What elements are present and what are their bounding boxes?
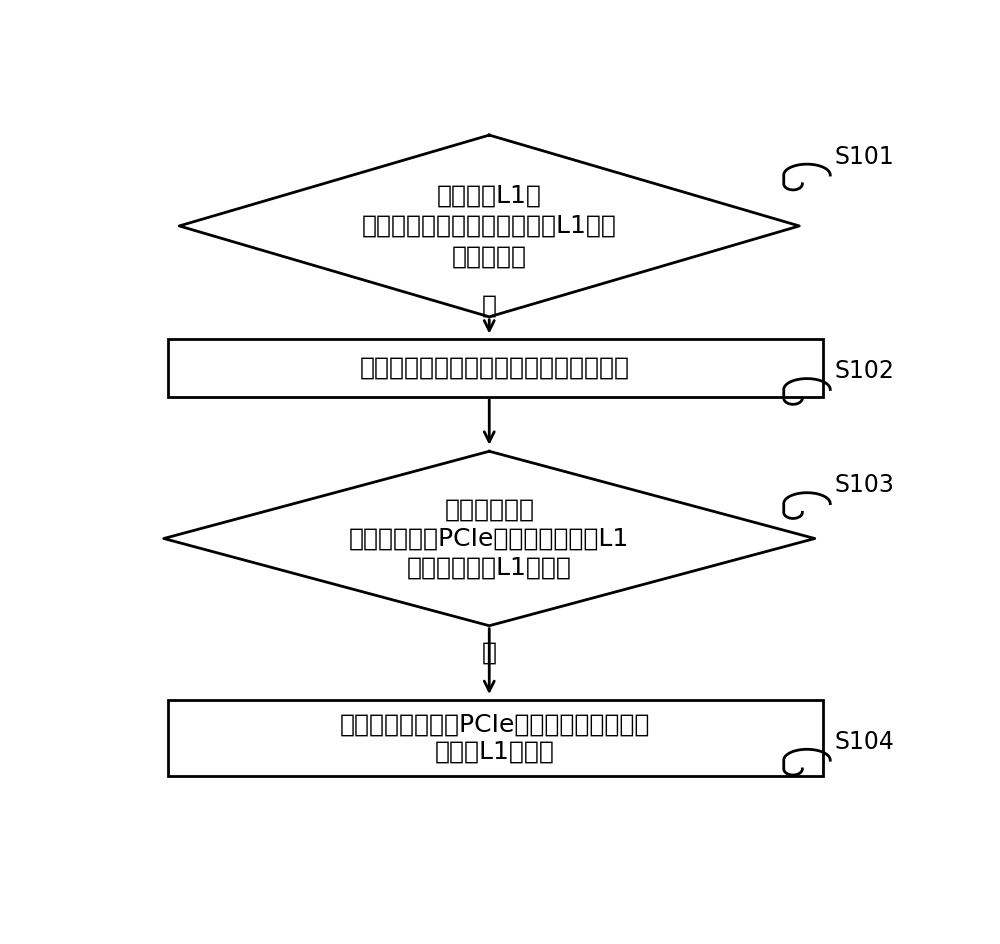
Text: S101: S101 <box>834 144 894 169</box>
Text: 在进入到L1状: 在进入到L1状 <box>437 183 542 208</box>
Text: 是: 是 <box>482 294 497 318</box>
Text: 报时后，判断PCIe设备是否仍处于L1: 报时后，判断PCIe设备是否仍处于L1 <box>349 527 629 550</box>
Text: 将参考时钟切换为PCIe设备的内部时钟，以: 将参考时钟切换为PCIe设备的内部时钟，以 <box>340 712 650 736</box>
Text: S102: S102 <box>834 360 894 383</box>
Text: 当定时器触发: 当定时器触发 <box>444 497 534 521</box>
Text: S103: S103 <box>834 474 894 497</box>
Text: 便进入L1子状态: 便进入L1子状态 <box>435 740 555 764</box>
Text: 是: 是 <box>482 641 497 665</box>
Text: 开启一个在预设时长后进行报时的定时器: 开启一个在预设时长后进行报时的定时器 <box>360 356 630 379</box>
FancyBboxPatch shape <box>168 700 822 776</box>
Text: 态后，判断硬件电路是否发起L1子状: 态后，判断硬件电路是否发起L1子状 <box>362 214 617 238</box>
Text: S104: S104 <box>834 730 894 754</box>
Polygon shape <box>164 451 815 626</box>
Text: 状态而未进入L1子状态: 状态而未进入L1子状态 <box>407 556 572 580</box>
Polygon shape <box>179 135 799 317</box>
FancyBboxPatch shape <box>168 339 822 396</box>
Text: 态进入流程: 态进入流程 <box>452 244 527 268</box>
